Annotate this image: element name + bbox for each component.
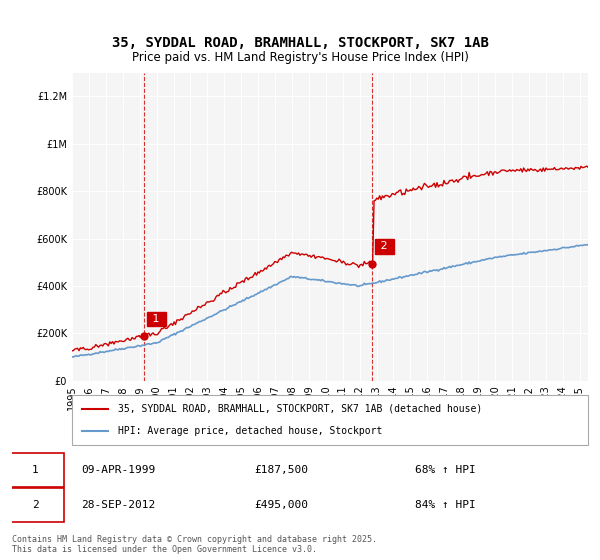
Text: 1: 1 [149, 314, 163, 324]
FancyBboxPatch shape [6, 488, 64, 522]
Text: 28-SEP-2012: 28-SEP-2012 [81, 500, 155, 510]
Text: Contains HM Land Registry data © Crown copyright and database right 2025.
This d: Contains HM Land Registry data © Crown c… [12, 535, 377, 554]
Text: 2: 2 [32, 500, 38, 510]
Text: 68% ↑ HPI: 68% ↑ HPI [415, 465, 476, 475]
Text: 84% ↑ HPI: 84% ↑ HPI [415, 500, 476, 510]
FancyBboxPatch shape [6, 454, 64, 487]
FancyBboxPatch shape [72, 395, 588, 445]
Text: Price paid vs. HM Land Registry's House Price Index (HPI): Price paid vs. HM Land Registry's House … [131, 52, 469, 64]
Text: 35, SYDDAL ROAD, BRAMHALL, STOCKPORT, SK7 1AB (detached house): 35, SYDDAL ROAD, BRAMHALL, STOCKPORT, SK… [118, 404, 482, 414]
Text: 2: 2 [377, 241, 391, 251]
Text: HPI: Average price, detached house, Stockport: HPI: Average price, detached house, Stoc… [118, 426, 383, 436]
Text: 35, SYDDAL ROAD, BRAMHALL, STOCKPORT, SK7 1AB: 35, SYDDAL ROAD, BRAMHALL, STOCKPORT, SK… [112, 36, 488, 50]
Text: £187,500: £187,500 [254, 465, 308, 475]
Text: 1: 1 [32, 465, 38, 475]
Text: £495,000: £495,000 [254, 500, 308, 510]
Text: 09-APR-1999: 09-APR-1999 [81, 465, 155, 475]
